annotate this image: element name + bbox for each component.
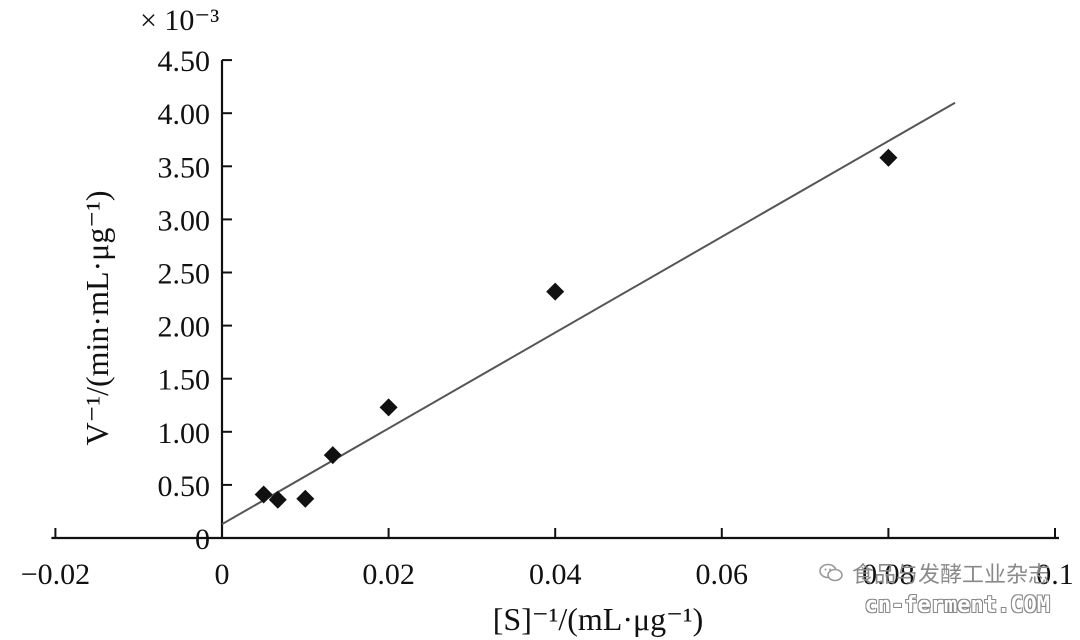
- y-tick-label: 3.50: [158, 151, 211, 184]
- x-tick-label: 0.1: [1036, 558, 1074, 591]
- x-tick-label: 0.08: [862, 558, 915, 591]
- data-point: [546, 282, 565, 301]
- trendline-group: [221, 101, 956, 526]
- x-tick-label: 0.06: [696, 558, 749, 591]
- data-point: [879, 148, 898, 167]
- watermark-site: cn-ferment.COM: [864, 593, 1050, 618]
- ticks: −0.02 0 0.02 0.04 0.06 0.08 0.1 0 0.50 1.00 1.50 2.…: [21, 45, 1074, 591]
- data-point: [268, 490, 287, 509]
- trendline: [221, 101, 956, 526]
- y-tick-label: 2.00: [158, 311, 211, 344]
- watermark-name-row: 食品与发酵工业杂志: [818, 557, 1050, 589]
- y-tick-label: 0: [195, 523, 210, 556]
- y-tick-label: 4.50: [158, 45, 211, 78]
- y-multiplier-label: × 10⁻³: [140, 4, 219, 37]
- y-tick-label: 2.50: [158, 258, 211, 291]
- y-tick-label: 3.00: [158, 204, 211, 237]
- y-tick-label: 1.50: [158, 364, 211, 397]
- x-tick-label: −0.02: [21, 558, 90, 591]
- wechat-icon: [819, 563, 843, 582]
- y-tick-label: 1.00: [158, 417, 211, 450]
- x-tick-label: 0: [215, 558, 230, 591]
- data-point: [323, 446, 342, 465]
- data-point: [296, 489, 315, 508]
- data-point: [254, 485, 273, 504]
- y-axis-title: V⁻¹/(min·mL·μg⁻¹): [79, 191, 115, 446]
- watermark: 食品与发酵工业杂志 cn-ferment.COM: [818, 557, 1050, 618]
- data-points: [254, 148, 898, 509]
- x-axis-title: [S]⁻¹/(mL·μg⁻¹): [493, 601, 704, 637]
- watermark-name: 食品与发酵工业杂志: [851, 563, 1050, 588]
- data-point: [379, 398, 398, 417]
- x-tick-label: 0.02: [362, 558, 415, 591]
- y-tick-label: 0.50: [158, 470, 211, 503]
- y-tick-label: 4.00: [158, 98, 211, 131]
- x-tick-label: 0.04: [529, 558, 582, 591]
